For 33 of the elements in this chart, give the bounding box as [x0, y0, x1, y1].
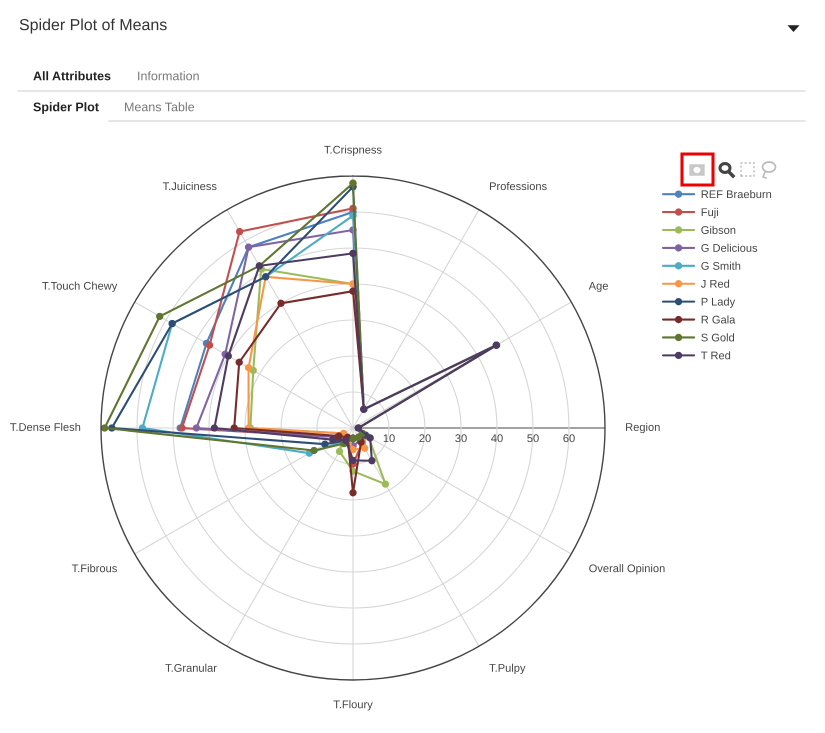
- legend-label: J Red: [700, 280, 730, 288]
- legend-label: S Gold: [701, 333, 734, 342]
- text: All Attributes: [33, 71, 110, 80]
- y-tick-label: 10: [384, 434, 395, 442]
- spoke-label: T.Dense Flesh: [10, 422, 80, 431]
- spoke-label: T.Juiciness: [162, 182, 217, 190]
- text: Information: [138, 71, 199, 80]
- spoke-label: Region: [626, 422, 660, 434]
- legend-label: R Gala: [702, 315, 736, 324]
- legend-label: G Delicious: [701, 244, 758, 252]
- text: Means Table: [125, 102, 194, 112]
- y-tick-label: 50: [527, 434, 539, 442]
- legend-label: G Smith: [701, 262, 740, 270]
- spoke-label: T.Pulpy: [489, 664, 526, 674]
- spoke-label: T.Floury: [333, 700, 373, 710]
- y-tick-label: 60: [563, 434, 575, 442]
- chart-title: Spider Plot of Means: [20, 18, 167, 34]
- y-tick-label: 30: [455, 434, 467, 442]
- legend-label: T Red: [701, 351, 730, 360]
- spoke-label: T.Touch Chewy: [42, 282, 118, 292]
- spoke-label: T.Granular: [165, 664, 217, 672]
- y-tick-label: 40: [491, 434, 503, 442]
- spoke-label: T.Fibrous: [72, 564, 117, 572]
- spoke-label: Overall Opinion: [589, 564, 665, 574]
- text: Spider Plot: [33, 102, 99, 114]
- legend-label: Gibson: [701, 226, 736, 234]
- legend-label: Fuji: [702, 208, 718, 218]
- spoke-label: Professions: [490, 182, 547, 190]
- legend-label: REF Braeburn: [702, 190, 772, 198]
- legend-label: P Lady: [702, 297, 736, 308]
- spoke-label: Age: [588, 282, 608, 292]
- spoke-label: T.Crispness: [324, 146, 382, 156]
- y-tick-label: 20: [419, 434, 431, 442]
